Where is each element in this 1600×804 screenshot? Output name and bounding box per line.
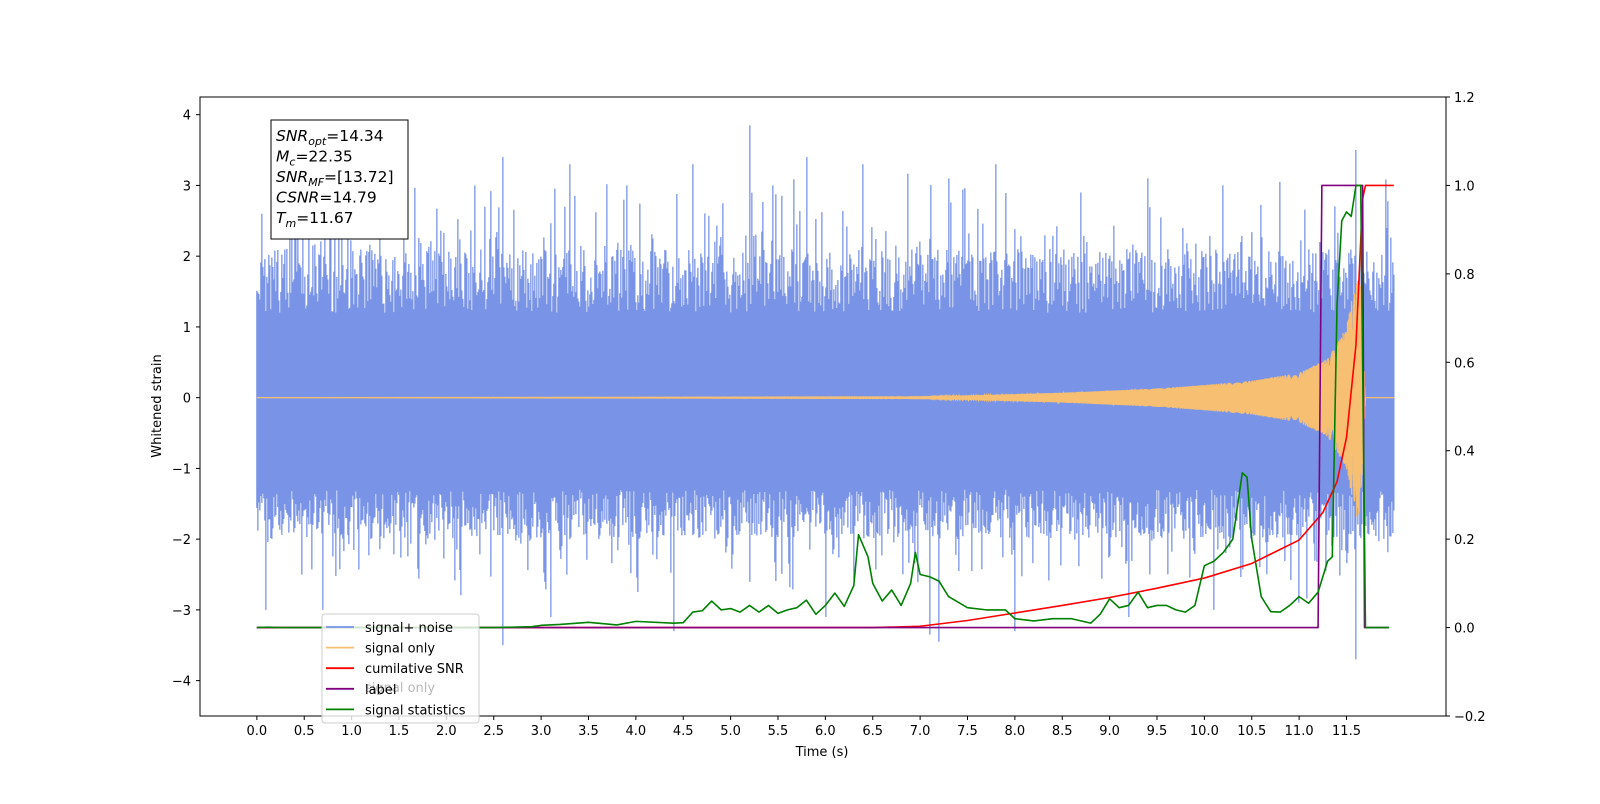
legend-items: signal+ noise signal only cumilative SNR la… xyxy=(326,621,466,718)
x-tick-label: 1.0 xyxy=(341,724,362,739)
annotation-line: Tm=11.67 xyxy=(276,209,354,230)
y-tick-label: 1 xyxy=(183,321,191,336)
x-tick-label: 4.0 xyxy=(626,724,647,739)
x-tick-label: 11.0 xyxy=(1285,724,1314,739)
legend: signal only signal+ noise signal only cumi… xyxy=(321,613,480,724)
y-tick-label: −4 xyxy=(172,675,191,690)
x-tick-label: 10.5 xyxy=(1237,724,1266,739)
y2-tick-label: 0.2 xyxy=(1454,533,1475,548)
y-tick-label: 2 xyxy=(183,250,191,265)
series-layer xyxy=(256,125,1395,660)
y-tick-label: 4 xyxy=(183,109,191,124)
x-tick-label: 2.5 xyxy=(483,724,504,739)
y-axis-label: Whitened strain xyxy=(150,354,165,457)
legend-label: signal only xyxy=(365,642,435,657)
y-tick-label: 0 xyxy=(183,392,191,407)
annotation-line: SNRMF=[13.72] xyxy=(276,168,394,189)
x-axis-label: Time (s) xyxy=(795,745,849,760)
x-tick-label: 11.5 xyxy=(1332,724,1361,739)
y2-tick-label: 0.4 xyxy=(1454,445,1475,460)
legend-frame xyxy=(321,613,480,724)
x-tick-label: 5.0 xyxy=(720,724,741,739)
legend-label: cumilative SNR xyxy=(365,662,464,677)
x-tick-label: 8.0 xyxy=(1005,724,1026,739)
x-tick-label: 0.0 xyxy=(247,724,268,739)
x-tick-label: 8.5 xyxy=(1052,724,1073,739)
y2-tick-label: 1.2 xyxy=(1454,91,1475,106)
y2-tick-label: 1.0 xyxy=(1454,179,1475,194)
annotation-box: SNRopt=14.34Mc=22.35SNRMF=[13.72]CSNR=14… xyxy=(270,119,409,240)
y-tick-label: −1 xyxy=(172,462,191,477)
y2-tick-label: 0.8 xyxy=(1454,268,1475,283)
x-tick-label: 9.5 xyxy=(1147,724,1168,739)
x-tick-label: 0.5 xyxy=(294,724,315,739)
x-tick-label: 6.0 xyxy=(815,724,836,739)
annotation-line: Mc=22.35 xyxy=(276,148,353,169)
x-tick-label: 4.5 xyxy=(673,724,694,739)
x-tick-label: 2.0 xyxy=(436,724,457,739)
y2-tick-label: 0.6 xyxy=(1454,356,1475,371)
series-signal-only xyxy=(256,281,1394,517)
y-tick-label: −2 xyxy=(172,533,191,548)
x-tick-label: 10.0 xyxy=(1190,724,1219,739)
series-signal-statistics xyxy=(256,184,1390,629)
legend-label: signal+ noise xyxy=(365,621,453,636)
x-tick-label: 1.5 xyxy=(389,724,410,739)
x-tick-label: 6.5 xyxy=(862,724,883,739)
y-axis-left-ticks: 4 3 2 1 0 −1 −2 −3 −4 xyxy=(172,109,200,690)
annotation-line: CSNR=14.79 xyxy=(276,189,377,207)
x-tick-label: 5.5 xyxy=(768,724,789,739)
legend-hidden-text: signal only xyxy=(365,681,435,696)
y2-tick-label: 0.0 xyxy=(1454,622,1475,637)
x-tick-label: 3.5 xyxy=(578,724,599,739)
y2-tick-label: −0.2 xyxy=(1454,710,1486,725)
legend-hidden-signal-only: signal only xyxy=(365,681,435,696)
plot-frame xyxy=(199,96,1447,717)
annotation-lines: SNRopt=14.34Mc=22.35SNRMF=[13.72]CSNR=14… xyxy=(276,127,394,230)
annotation-frame xyxy=(270,119,409,240)
x-tick-label: 7.5 xyxy=(957,724,978,739)
legend-label: signal statistics xyxy=(365,703,466,718)
y-tick-label: −3 xyxy=(172,604,191,619)
x-tick-label: 3.0 xyxy=(531,724,552,739)
annotation-line: SNRopt=14.34 xyxy=(276,127,384,148)
y-axis-right-ticks: 1.2 1.0 0.8 0.6 0.4 0.2 0.0 −0.2 xyxy=(1446,91,1486,725)
x-axis-ticks: 0.0 0.5 1.0 1.5 2.0 2.5 3.0 3.5 4.0 4.5 5.0 5.5 6.0 6… xyxy=(247,716,1361,739)
series-cumulative-snr xyxy=(256,184,1394,629)
y-tick-label: 3 xyxy=(183,179,191,194)
x-tick-label: 9.0 xyxy=(1099,724,1120,739)
legend-label: label xyxy=(365,683,396,698)
x-tick-label: 7.0 xyxy=(910,724,931,739)
